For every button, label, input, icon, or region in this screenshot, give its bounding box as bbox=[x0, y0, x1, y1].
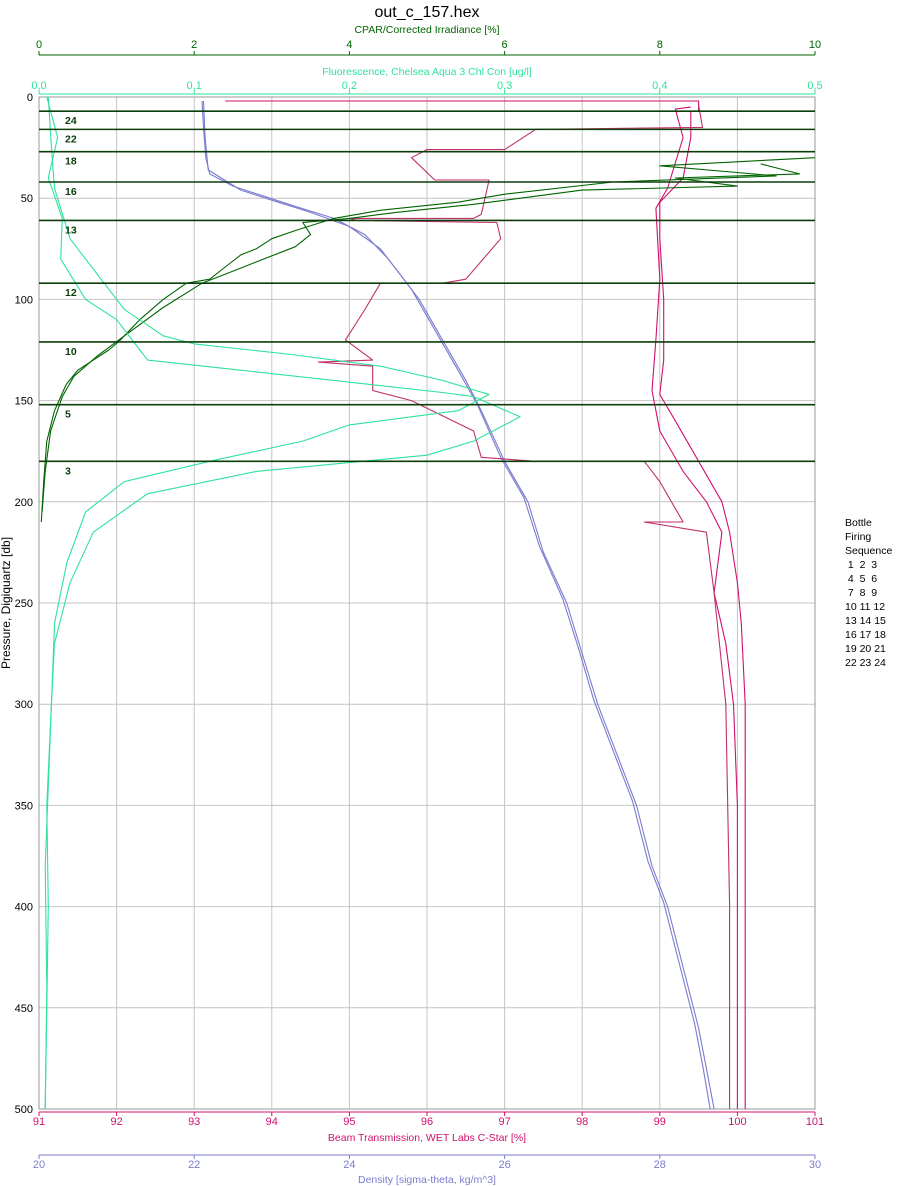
x-tick-label-dens: 26 bbox=[498, 1159, 510, 1171]
series-line-trans bbox=[651, 106, 738, 1109]
x-tick-label-trans: 95 bbox=[343, 1116, 355, 1128]
x-tick-label-dens: 30 bbox=[809, 1159, 821, 1171]
x-tick-label-cpar: 2 bbox=[191, 39, 197, 51]
chart-title: out_c_157.hex bbox=[375, 4, 480, 21]
x-tick-label-trans: 101 bbox=[806, 1116, 824, 1128]
legend-line: 13 14 15 bbox=[845, 615, 886, 627]
y-tick-label: 500 bbox=[15, 1104, 33, 1116]
y-tick-label: 450 bbox=[15, 1003, 33, 1015]
x-tick-label-trans: 92 bbox=[110, 1116, 122, 1128]
legend-line: 19 20 21 bbox=[845, 643, 886, 655]
x-tick-label-trans: 100 bbox=[728, 1116, 746, 1128]
x-tick-label-trans: 91 bbox=[33, 1116, 45, 1128]
legend-line: Bottle bbox=[845, 517, 872, 529]
series-line-trans bbox=[225, 100, 746, 1109]
bottle-stop-label: 18 bbox=[65, 156, 77, 168]
x-tick-label-trans: 99 bbox=[654, 1116, 666, 1128]
x-tick-label-trans: 96 bbox=[421, 1116, 433, 1128]
x-tick-label-trans: 94 bbox=[266, 1116, 278, 1128]
bottle-stop-label: 13 bbox=[65, 224, 77, 236]
y-tick-label: 100 bbox=[15, 294, 33, 306]
y-tick-label: 0 bbox=[27, 92, 33, 104]
x-tick-label-cpar: 4 bbox=[346, 39, 352, 51]
y-tick-label: 350 bbox=[15, 800, 33, 812]
bottle-stop-label: 5 bbox=[65, 409, 71, 421]
plot-frame bbox=[38, 96, 816, 1110]
y-tick-label: 250 bbox=[15, 598, 33, 610]
y-axis-label: Pressure, Digiquartz [db] bbox=[0, 537, 13, 669]
bottle-stop-label: 12 bbox=[65, 287, 77, 299]
x-tick-label-trans: 97 bbox=[498, 1116, 510, 1128]
bottle-stop-label: 16 bbox=[65, 186, 77, 198]
bottle-stop-label: 10 bbox=[65, 346, 77, 358]
series-line-cpar bbox=[41, 163, 801, 512]
x-tick-label-cpar: 8 bbox=[657, 39, 663, 51]
series-line-fluor bbox=[44, 96, 490, 1110]
legend-line: 22 23 24 bbox=[845, 657, 886, 669]
x-tick-label-dens: 20 bbox=[33, 1159, 45, 1171]
y-tick-label: 50 bbox=[21, 193, 33, 205]
x-axis-label-trans: Beam Transmission, WET Labs C-Star [%] bbox=[328, 1132, 526, 1144]
legend-line: 16 17 18 bbox=[845, 629, 886, 641]
y-tick-label: 200 bbox=[15, 497, 33, 509]
x-tick-label-fluor: 0,5 bbox=[807, 80, 822, 92]
x-tick-label-fluor: 0,0 bbox=[31, 80, 46, 92]
legend-line: Firing bbox=[845, 531, 872, 543]
legend-line: 4 5 6 bbox=[845, 573, 878, 585]
x-tick-label-trans: 93 bbox=[188, 1116, 200, 1128]
x-tick-label-fluor: 0,1 bbox=[187, 80, 202, 92]
bottle-stop-label: 22 bbox=[65, 133, 77, 145]
legend-line: 10 11 12 bbox=[845, 601, 886, 613]
x-tick-label-dens: 22 bbox=[188, 1159, 200, 1171]
y-tick-label: 300 bbox=[15, 699, 33, 711]
x-axis-label-cpar: CPAR/Corrected Irradiance [%] bbox=[354, 24, 499, 36]
x-tick-label-dens: 24 bbox=[343, 1159, 355, 1171]
x-tick-label-cpar: 0 bbox=[36, 39, 42, 51]
legend-line: Sequence bbox=[845, 545, 893, 557]
x-tick-label-fluor: 0,4 bbox=[652, 80, 667, 92]
x-tick-label-fluor: 0,3 bbox=[497, 80, 512, 92]
x-tick-label-fluor: 0,2 bbox=[342, 80, 357, 92]
x-tick-label-dens: 28 bbox=[654, 1159, 666, 1171]
x-axis-label-fluor: Fluorescence, Chelsea Aqua 3 Chl Con [ug… bbox=[322, 66, 532, 78]
legend-line: 1 2 3 bbox=[845, 559, 878, 571]
series-line-dens bbox=[201, 100, 715, 1110]
bottle-stop-label: 3 bbox=[65, 465, 71, 477]
bottle-stop-label: 24 bbox=[65, 115, 77, 127]
x-axis-label-dens: Density [sigma-theta, kg/m^3] bbox=[358, 1174, 496, 1186]
legend-line: 7 8 9 bbox=[845, 587, 878, 599]
series-line-dens bbox=[202, 100, 711, 1110]
x-tick-label-cpar: 6 bbox=[502, 39, 508, 51]
x-tick-label-cpar: 10 bbox=[809, 39, 821, 51]
y-tick-label: 400 bbox=[15, 902, 33, 914]
series-line-cpar bbox=[40, 157, 816, 523]
series-line-trans bbox=[317, 105, 731, 1109]
x-tick-label-trans: 98 bbox=[576, 1116, 588, 1128]
bottle-legend: Bottle Firing Sequence 1 2 3 4 5 6 7 8 9… bbox=[845, 516, 892, 670]
y-tick-label: 150 bbox=[15, 396, 33, 408]
